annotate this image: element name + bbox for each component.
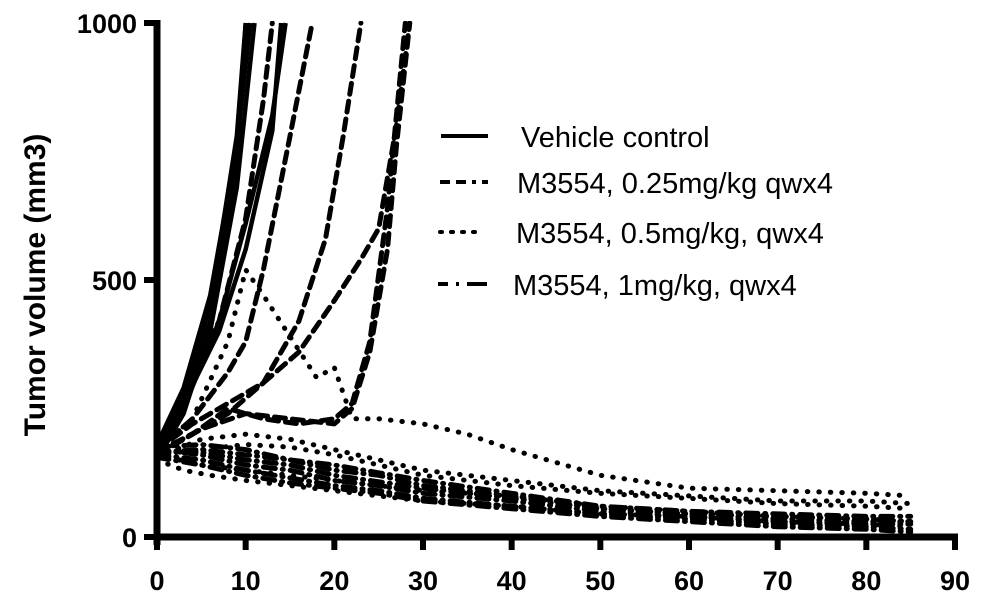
y-axis-title: Tumor volume (mm3): [19, 134, 52, 437]
x-tick-label-70: 70: [763, 566, 793, 596]
tumor-volume-chart: 1000 500 0 Tumor volume (mm3) 0 10 20 30 40 5…: [0, 0, 985, 602]
x-tick-label-30: 30: [408, 566, 438, 596]
x-tick-label-90: 90: [940, 566, 970, 596]
x-tick-label-40: 40: [497, 566, 527, 596]
x-tick-label-10: 10: [231, 566, 261, 596]
y-tick-label-0: 0: [122, 523, 137, 553]
y-tick-label-500: 500: [92, 266, 137, 296]
x-tick-label-60: 60: [674, 566, 704, 596]
series-line-solid: [157, 23, 250, 445]
x-tick-label-20: 20: [319, 566, 349, 596]
legend-item-1: M3554, 1mg/kg, qwx4: [438, 270, 797, 302]
series-line-solid: [157, 23, 246, 450]
legend-item-05: M3554, 0.5mg/kg, qwx4: [440, 218, 824, 250]
chart-canvas: 1000 500 0 Tumor volume (mm3) 0 10 20 30 40 5…: [0, 0, 985, 602]
y-tick-label-1000: 1000: [77, 9, 137, 39]
x-tick-label-0: 0: [149, 566, 164, 596]
series-line-dashed: [157, 23, 405, 455]
series-line-dashed: [157, 23, 312, 450]
legend-item-vehicle: Vehicle control: [441, 122, 710, 154]
legend-label-1: M3554, 1mg/kg, qwx4: [513, 270, 797, 302]
legend-label-025: M3554, 0.25mg/kg qwx4: [517, 168, 833, 200]
x-tick-label-50: 50: [585, 566, 615, 596]
legend-item-025: M3554, 0.25mg/kg qwx4: [440, 168, 833, 200]
y-axis: 1000 500 0 Tumor volume (mm3): [19, 9, 160, 553]
legend-label-05: M3554, 0.5mg/kg, qwx4: [516, 218, 824, 250]
legend-label-vehicle: Vehicle control: [521, 122, 710, 154]
x-tick-label-80: 80: [851, 566, 881, 596]
x-axis: 0 10 20 30 40 50 60 70 80 90: [149, 535, 970, 596]
series-line-solid: [157, 23, 246, 455]
x-ticks: 0 10 20 30 40 50 60 70 80 90: [149, 535, 970, 596]
legend: Vehicle control M3554, 0.25mg/kg qwx4 M3…: [438, 122, 833, 302]
